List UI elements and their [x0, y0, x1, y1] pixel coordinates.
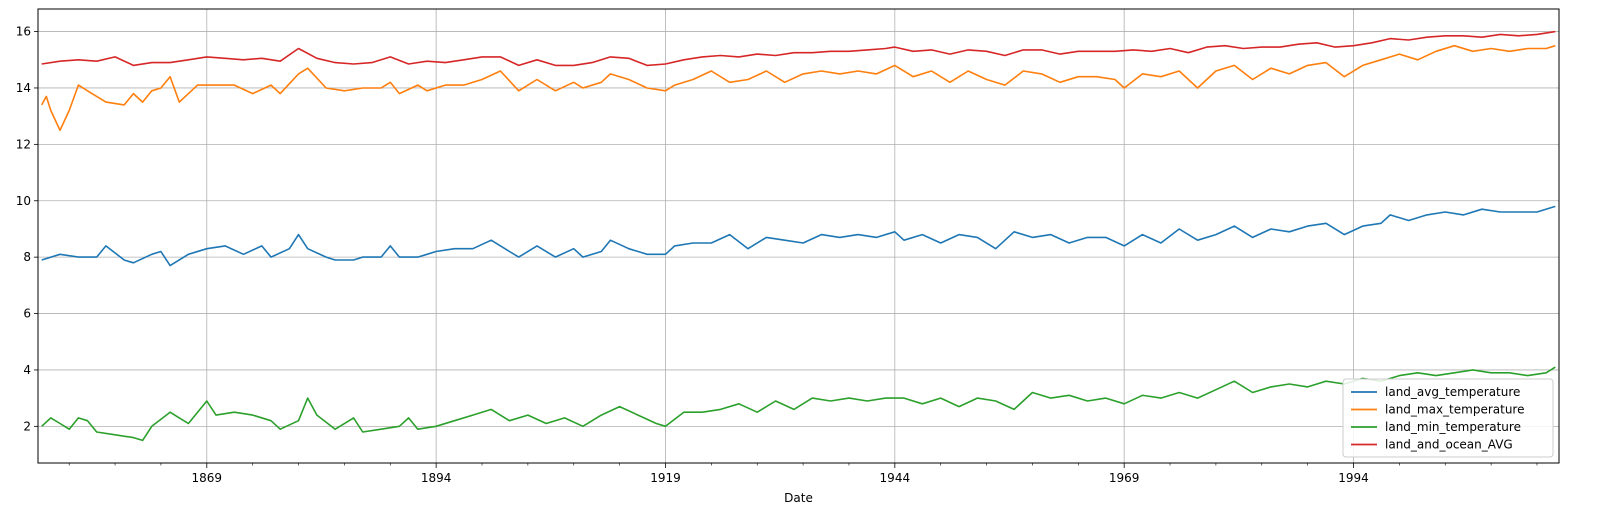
x-tick-label: 1919 [650, 471, 681, 485]
legend: land_avg_temperature land_max_temperature… [1342, 378, 1554, 458]
legend-label: land_max_temperature [1385, 403, 1524, 417]
y-tick-label: 16 [16, 25, 31, 39]
series-lines [40, 30, 1556, 442]
x-axis-label: Date [784, 491, 813, 505]
x-tick-label: 1944 [880, 471, 911, 485]
series-line-land_max_temperature [40, 44, 1556, 132]
legend-entries: land_avg_temperature land_max_temperature… [1351, 385, 1524, 452]
y-tick-label: 6 [23, 307, 31, 321]
axis-ticks: 2 4 6 8 10 12 14 16 1869 1894 1919 1944 1969 1994 [16, 25, 1538, 485]
x-tick-label: 1869 [192, 471, 223, 485]
y-tick-label: 10 [16, 194, 31, 208]
y-tick-label: 2 [23, 419, 31, 433]
y-tick-label: 8 [23, 250, 31, 264]
grid-lines [38, 9, 1559, 463]
series-line-land_avg_temperature [41, 205, 1556, 267]
series-line-land_and_ocean_AVG [41, 30, 1556, 67]
x-tick-label: 1994 [1338, 471, 1369, 485]
legend-label: land_and_ocean_AVG [1385, 438, 1513, 452]
y-tick-label: 12 [16, 137, 31, 151]
legend-box [1342, 378, 1554, 458]
legend-label: land_avg_temperature [1385, 385, 1520, 399]
series-line-land_min_temperature [41, 366, 1556, 442]
x-tick-label: 1894 [421, 471, 452, 485]
plot-frame [37, 8, 1560, 464]
y-tick-label: 4 [23, 363, 31, 377]
legend-label: land_min_temperature [1385, 420, 1521, 434]
x-tick-label: 1969 [1109, 471, 1140, 485]
y-tick-label: 14 [16, 81, 31, 95]
